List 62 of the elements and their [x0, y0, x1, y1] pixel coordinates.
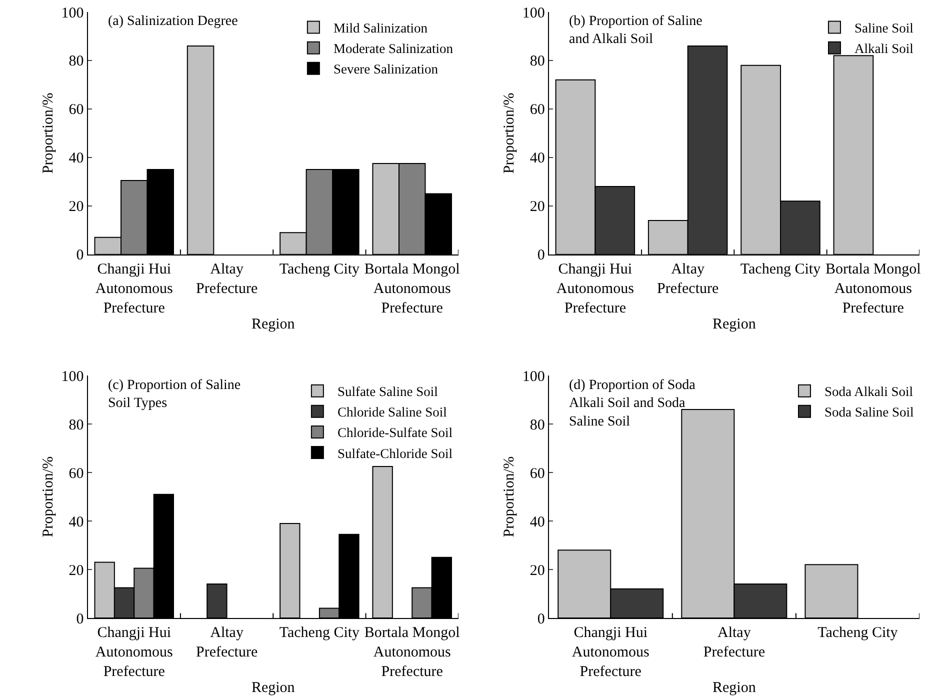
legend-label: Severe Salinization: [333, 62, 438, 77]
text: (b) Proportion of Saline and Alkali Soil: [569, 14, 702, 48]
y-tick-label: 20: [68, 562, 84, 579]
y-tick-label: 80: [68, 54, 84, 70]
y-tick-label: 100: [522, 368, 545, 385]
legend-label: Sulfate Saline Soil: [337, 384, 438, 400]
x-tick-label: Altay Prefecture: [196, 261, 258, 297]
x-axis-title: Region: [251, 316, 296, 332]
legend-label: Moderate Salinization: [333, 41, 454, 56]
y-tick-label: 20: [68, 199, 84, 216]
text: (c) Proportion of Saline Soil Types: [108, 378, 241, 412]
x-tick-label: Bortala Mongol Autonomous Prefecture: [364, 625, 460, 680]
legend-label: Soda Saline Soil: [824, 404, 914, 420]
x-axis-title: Region: [712, 316, 756, 332]
y-tick-label: 20: [530, 562, 545, 579]
y-tick-label: 40: [68, 514, 84, 530]
y-tick-label: 60: [68, 102, 84, 118]
x-tick-label: Changji Hui Autonomous Prefecture: [556, 261, 634, 316]
legend-label: Alkali Soil: [854, 41, 914, 56]
legend-label: Chloride-Sulfate Soil: [337, 425, 453, 440]
legend-label: Mild Salinization: [333, 20, 428, 36]
y-tick-label: 0: [537, 248, 545, 264]
x-tick-label: Tacheng City: [818, 625, 898, 641]
legend-label: Chloride Saline Soil: [337, 404, 448, 420]
y-tick-label: 40: [530, 514, 545, 530]
y-tick-label: 60: [530, 102, 545, 118]
y-tick-label: 100: [522, 5, 545, 22]
x-tick-label: Altay Prefecture: [196, 625, 258, 660]
x-tick-label: Bortala Mongol Autonomous Prefecture: [364, 261, 460, 316]
y-tick-label: 60: [68, 466, 84, 482]
y-tick-label: 0: [537, 611, 545, 628]
x-axis-title: Region: [251, 680, 296, 696]
x-tick-label: Changji Hui Autonomous Prefecture: [95, 261, 174, 316]
y-tick-label: 60: [530, 466, 545, 482]
y-axis-title: Proportion/%: [502, 92, 518, 174]
x-tick-label: Tacheng City: [279, 261, 360, 278]
legend-label: Soda Alkali Soil: [824, 384, 914, 400]
y-axis-title: Proportion/%: [40, 456, 57, 538]
text: (d) Proportion of Soda Alkali Soil and Soda Saline Soil: [569, 378, 696, 430]
y-tick-label: 100: [61, 368, 84, 385]
x-axis-title: Region: [712, 680, 756, 696]
x-tick-label: Changji Hui Autonomous Prefecture: [572, 625, 650, 680]
y-tick-label: 100: [61, 5, 84, 22]
y-tick-label: 40: [68, 150, 84, 167]
x-tick-label: Altay Prefecture: [657, 261, 719, 297]
legend-label: Sulfate-Chloride Soil: [337, 446, 453, 461]
y-tick-label: 80: [530, 417, 545, 434]
x-tick-label: Tacheng City: [279, 625, 360, 641]
x-tick-label: Tacheng City: [740, 261, 822, 278]
y-tick-label: 0: [76, 611, 84, 628]
x-tick-label: Altay Prefecture: [703, 625, 766, 660]
y-tick-label: 20: [530, 199, 545, 216]
y-axis-title: Proportion/%: [502, 456, 518, 538]
y-axis-title: Proportion/%: [40, 92, 57, 174]
y-tick-label: 80: [68, 417, 84, 434]
y-tick-label: 80: [530, 54, 545, 70]
chart-title: (a) Salinization Degree: [108, 14, 238, 29]
x-tick-label: Changji Hui Autonomous Prefecture: [95, 625, 174, 680]
x-tick-label: Bortala Mongol Autonomous Prefecture: [825, 261, 921, 316]
y-tick-label: 40: [530, 150, 545, 167]
legend-label: Saline Soil: [854, 20, 914, 36]
y-tick-label: 0: [76, 248, 84, 264]
